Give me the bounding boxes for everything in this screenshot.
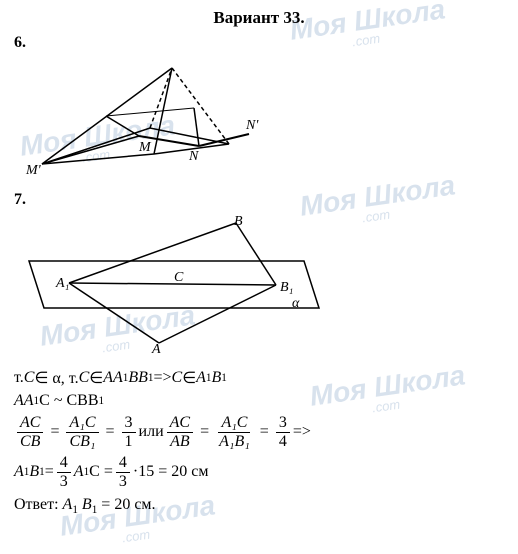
problem-7-number: 7.: [14, 191, 504, 209]
t: =: [45, 463, 54, 481]
t: A: [63, 496, 73, 513]
t: C: [24, 369, 35, 387]
p7-line1: т. C ∈ α, т. C ∈ AA1 BB1 => C ∈ A1 B1: [14, 368, 504, 388]
t: AA: [103, 369, 123, 387]
frac: A₁C CB₁: [66, 414, 98, 450]
t: 1: [122, 433, 136, 451]
fig6-label-Np: N': [245, 118, 259, 133]
t: B: [212, 369, 222, 387]
p7-line4: A1 B1 = 43 A1 C = 43 ·15 = 20 см: [14, 454, 504, 490]
p7-line2: AA1 C ~ CBB1: [14, 392, 504, 410]
problem-6-number: 6.: [14, 34, 504, 52]
t: 1: [221, 372, 227, 384]
t: 3: [116, 473, 130, 491]
frac: AC AB: [167, 414, 193, 450]
page-title: Вариант 33.: [14, 8, 504, 28]
figure-6: M N M' N': [24, 56, 504, 181]
t: ·15 = 20 см: [133, 463, 209, 481]
fig7-label-alpha: α: [292, 296, 300, 311]
t: т.: [14, 369, 24, 387]
fig6-label-M: M: [138, 140, 152, 155]
t: B: [82, 496, 92, 513]
t: 1: [98, 395, 104, 407]
t: AB: [170, 433, 190, 450]
t: B: [29, 463, 39, 481]
frac: 31: [122, 414, 136, 450]
t: 1: [92, 505, 98, 517]
t: 3: [57, 473, 71, 491]
t: C ~ CBB: [39, 392, 98, 410]
t: C: [172, 369, 183, 387]
fig7-label-A1: A₁: [55, 276, 69, 291]
t: 3: [276, 414, 290, 433]
fig7-label-B1: B₁: [280, 280, 293, 295]
frac: AC CB: [17, 414, 43, 450]
t: или: [139, 423, 164, 441]
frac: 43: [116, 454, 130, 490]
t: AC: [20, 414, 40, 431]
t: AC: [170, 414, 190, 431]
t: =: [260, 423, 269, 441]
t: 1: [72, 505, 78, 517]
t: Ответ:: [14, 496, 63, 513]
fig6-label-Mp: M': [25, 163, 42, 176]
t: C: [79, 369, 90, 387]
t: AA: [14, 392, 34, 410]
fig7-label-B: B: [234, 214, 243, 229]
t: A₁C: [221, 414, 247, 431]
p7-answer: Ответ: A1 B1 = 20 см.: [14, 496, 504, 516]
t: ∈: [89, 368, 103, 388]
t: A: [74, 463, 84, 481]
t: C =: [89, 463, 113, 481]
t: A: [196, 369, 206, 387]
t: 3: [122, 414, 136, 433]
t: A₁C: [69, 414, 95, 431]
t: =: [50, 423, 59, 441]
fig7-label-A: A: [151, 342, 161, 353]
figure-7: A B C A₁ B₁ α: [24, 213, 504, 358]
t: ∈ α, т.: [34, 368, 78, 388]
t: 4: [57, 454, 71, 473]
t: BB: [128, 369, 148, 387]
t: CB: [20, 433, 40, 450]
t: = 20 см.: [101, 496, 155, 513]
t: =: [200, 423, 209, 441]
t: =>: [153, 369, 171, 387]
t: 4: [276, 433, 290, 451]
t: =>: [293, 423, 311, 441]
t: =: [106, 423, 115, 441]
t: ∈: [182, 368, 196, 388]
frac: 34: [276, 414, 290, 450]
t: A₁B₁: [219, 433, 250, 450]
p7-line3: ACCB = A₁CCB₁ = 31 или ACAB = A₁CA₁B₁ = …: [14, 414, 504, 450]
fig6-label-N: N: [188, 149, 199, 164]
frac: 43: [57, 454, 71, 490]
t: A: [14, 463, 24, 481]
frac: A₁C A₁B₁: [216, 414, 253, 450]
t: 4: [116, 454, 130, 473]
t: CB₁: [69, 433, 95, 450]
fig7-label-C: C: [174, 270, 184, 285]
